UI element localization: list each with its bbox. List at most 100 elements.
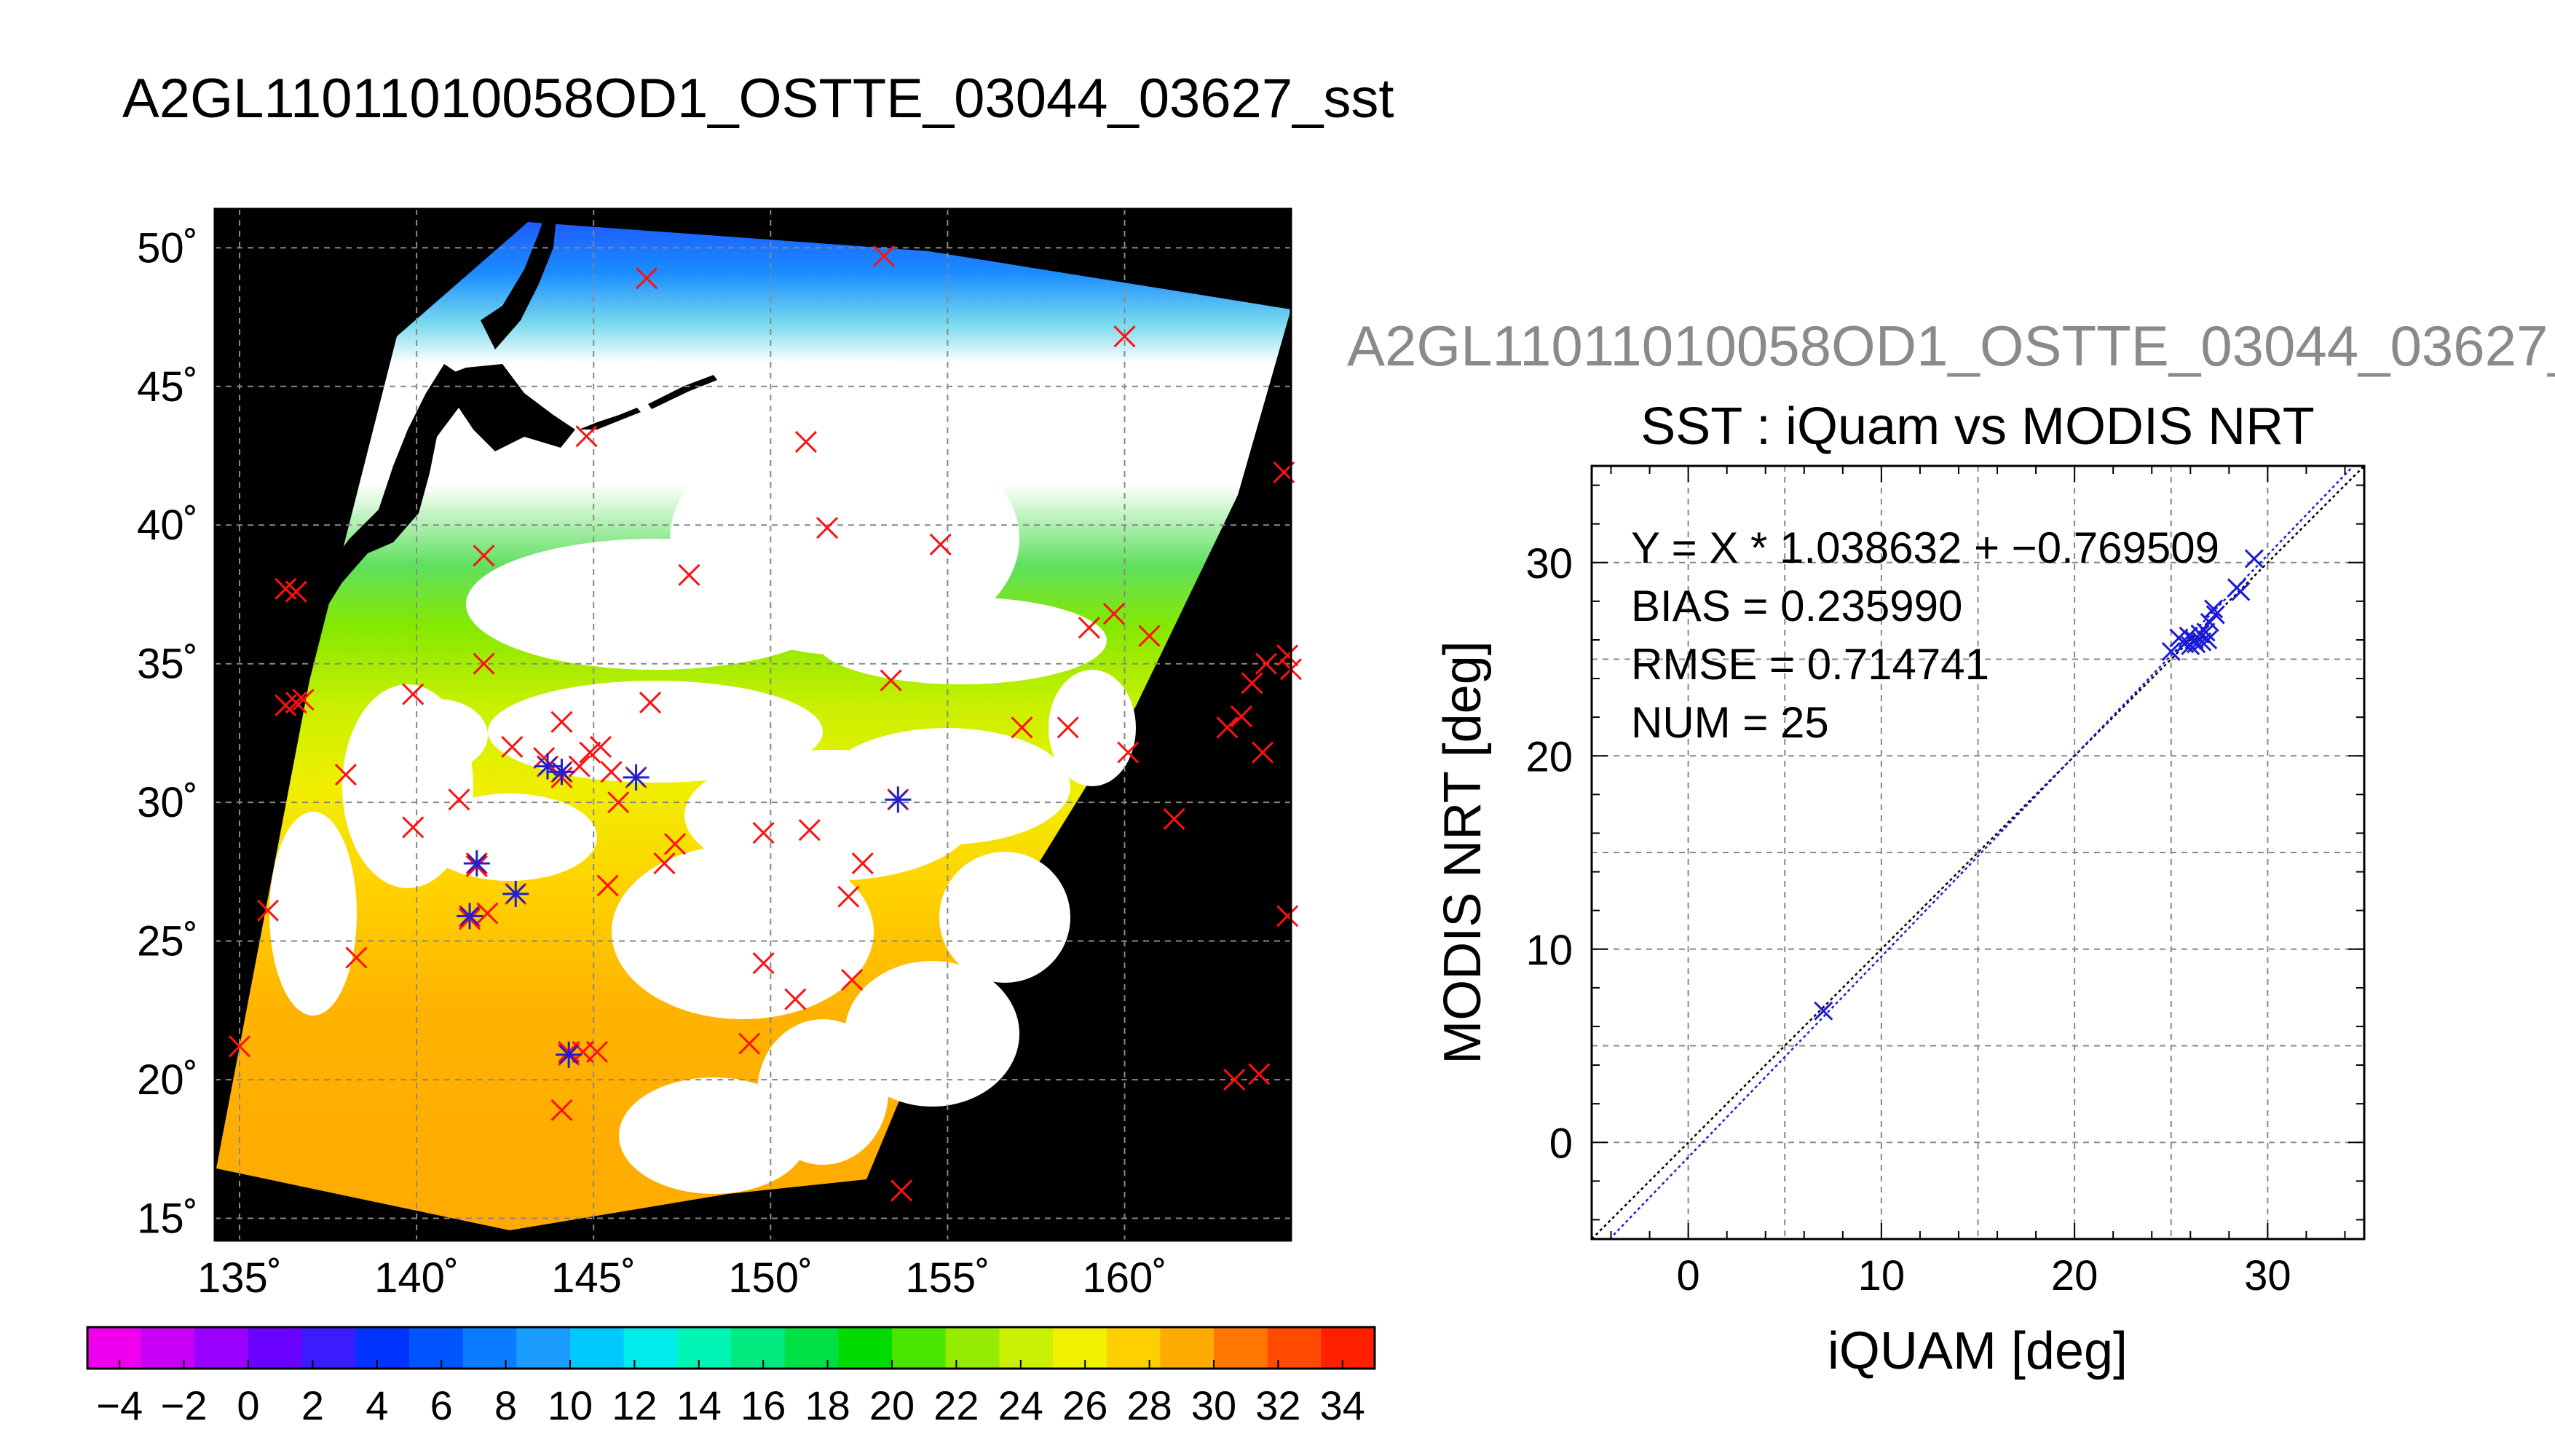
- map-marker-red-x: [473, 652, 495, 675]
- map-frame: [213, 207, 1292, 1242]
- map-marker-red-x: [596, 874, 619, 897]
- map-marker-red-x: [1011, 716, 1033, 739]
- colorbar-tick-label: 14: [676, 1382, 722, 1428]
- map-marker-red-x: [1057, 716, 1079, 739]
- map-marker-red-x: [1276, 644, 1299, 667]
- map-marker-red-x: [579, 741, 601, 764]
- map-marker-red-x: [589, 735, 612, 759]
- map-lon-tick-label: 160˚: [1082, 1254, 1166, 1302]
- map-lat-tick-label: 35˚: [137, 641, 198, 688]
- scatter-x-tick-label: 20: [2051, 1252, 2098, 1299]
- scatter-point: [2196, 622, 2216, 642]
- scatter-frame: [1590, 464, 2366, 1241]
- map-marker-red-x: [1230, 705, 1252, 728]
- scatter-point: [2161, 641, 2181, 661]
- map-marker-red-x: [345, 946, 368, 969]
- colorbar-swatch: [784, 1327, 839, 1369]
- map-marker-red-x: [1216, 716, 1239, 739]
- colorbar-swatch: [570, 1327, 625, 1369]
- land-mass: [648, 375, 717, 409]
- map-lat-tick-label: 30˚: [137, 779, 198, 826]
- map-marker-red-x: [1117, 741, 1140, 764]
- map-marker-blue-star: [457, 903, 483, 930]
- colorbar-swatch: [1321, 1327, 1375, 1369]
- map-marker-red-x: [784, 988, 807, 1010]
- colorbar-swatch: [141, 1327, 195, 1369]
- map-grid: [215, 209, 1291, 1241]
- map-marker-red-x: [1252, 741, 1274, 764]
- map-marker-red-x: [1223, 1069, 1246, 1091]
- scatter-y-tick-label: 10: [1525, 927, 1573, 974]
- cloud-patch: [269, 812, 357, 1016]
- map-marker-red-x: [285, 691, 307, 714]
- map-marker-red-x: [473, 545, 495, 567]
- colorbar-swatch: [731, 1327, 786, 1369]
- map-marker-red-x: [653, 852, 676, 875]
- map-marker-red-x: [600, 761, 623, 783]
- map-marker-red-x: [533, 747, 556, 769]
- land-mass: [324, 364, 466, 612]
- colorbar-tick-label: 28: [1126, 1382, 1172, 1428]
- map-marker-red-x: [575, 425, 598, 448]
- colorbar-tick-label: 8: [494, 1382, 517, 1428]
- map-lat-tick-label: 25˚: [137, 918, 198, 965]
- scatter-x-tick-label: 0: [1676, 1252, 1699, 1299]
- map-marker-red-x: [752, 952, 775, 975]
- map-marker-red-x: [794, 430, 817, 454]
- scatter-points: [1814, 549, 2264, 1021]
- colorbar-tick-label: 0: [237, 1382, 259, 1428]
- map-marker-red-x: [402, 816, 424, 839]
- map-marker-blue-star: [502, 880, 529, 907]
- map-marker-red-x: [816, 516, 839, 539]
- colorbar-swatch: [1053, 1327, 1107, 1369]
- map-marker-red-x: [1102, 603, 1125, 625]
- cloud-patch: [619, 1077, 808, 1194]
- map-lon-tick-label: 150˚: [728, 1254, 813, 1302]
- map-marker-blue-star: [556, 1041, 583, 1068]
- scatter-title: SST : iQuam vs MODIS NRT: [1640, 397, 2315, 456]
- map-lon-tick-label: 145˚: [551, 1254, 636, 1302]
- map-marker-red-x: [476, 902, 499, 925]
- scatter-ticks: [1592, 466, 2364, 1239]
- map-lon-tick-label: 140˚: [374, 1254, 459, 1302]
- colorbar-swatch: [945, 1327, 1000, 1369]
- colorbar-tick-label: 2: [301, 1382, 324, 1428]
- colorbar-tick-label: 12: [612, 1382, 657, 1428]
- land-mass: [579, 408, 641, 430]
- scatter-point: [2198, 630, 2218, 650]
- colorbar-tick-label: 20: [869, 1382, 915, 1428]
- colorbar-swatch: [301, 1327, 356, 1369]
- cloud-patch: [816, 597, 1107, 684]
- map-marker-red-x: [256, 899, 279, 922]
- cloud-patch: [386, 699, 488, 772]
- map-marker-red-x: [1163, 807, 1185, 831]
- scatter-point: [2231, 582, 2251, 601]
- cloud-patch: [823, 728, 1070, 844]
- map-lat-tick-label: 20˚: [137, 1056, 198, 1104]
- colorbar-tick-label: −2: [161, 1382, 208, 1428]
- map-marker-red-x: [1255, 652, 1278, 675]
- scatter-stat-line: BIAS = 0.235990: [1631, 582, 1962, 630]
- map-lat-tick-label: 45˚: [137, 363, 198, 411]
- main-title: A2GL11011010058OD1_OSTTE_03044_03627_sst: [122, 68, 1394, 130]
- scatter-y-tick-label: 20: [1525, 733, 1573, 780]
- map-marker-blue-star: [623, 764, 649, 791]
- map-marker-red-x: [402, 683, 424, 705]
- cloud-patch: [422, 794, 597, 881]
- cloud-patch: [1049, 670, 1136, 786]
- scatter-y-tick-label: 0: [1549, 1120, 1573, 1167]
- map-marker-red-x: [663, 833, 687, 855]
- colorbar-swatch: [1160, 1327, 1215, 1369]
- map-marker-red-x: [292, 689, 315, 711]
- map-marker-red-x: [501, 735, 524, 759]
- colorbar-tick-label: 22: [933, 1382, 979, 1428]
- map-marker-red-x: [1138, 625, 1161, 647]
- map-lat-tick-label: 40˚: [137, 502, 198, 549]
- colorbar-swatch: [838, 1327, 893, 1369]
- colorbar-tick-label: 16: [741, 1382, 786, 1428]
- map-marker-red-x: [841, 968, 864, 992]
- map-marker-red-x: [929, 533, 952, 555]
- scatter-point: [2205, 605, 2225, 625]
- land-mass: [481, 211, 557, 349]
- map-markers: [228, 245, 1303, 1202]
